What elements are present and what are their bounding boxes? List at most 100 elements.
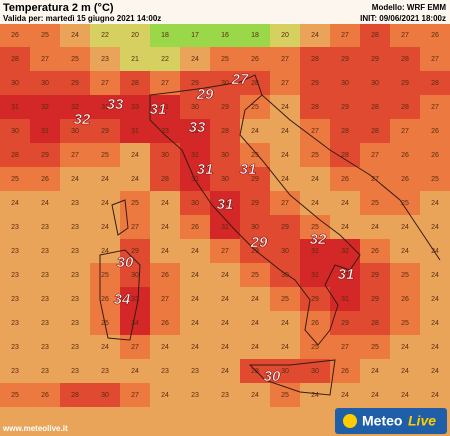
temp-cell [240,191,270,215]
temp-cell [210,167,240,191]
temp-cell [0,335,30,359]
temp-cell [330,167,360,191]
temp-value: 29 [311,80,319,87]
temp-cell [270,23,300,47]
temp-cell [60,335,90,359]
temp-value: 29 [101,128,109,135]
temp-cell [300,23,330,47]
temp-cell [360,359,390,383]
temp-value: 18 [161,32,169,39]
temp-value: 24 [281,344,289,351]
temp-value: 29 [281,224,289,231]
temp-cell [300,71,330,95]
temp-cell [90,383,120,407]
temp-value: 24 [431,296,439,303]
temp-value: 29 [221,104,229,111]
temp-cell [360,335,390,359]
temp-value: 23 [41,344,49,351]
temp-value: 24 [311,200,319,207]
temp-cell [330,335,360,359]
temp-cell [360,119,390,143]
temp-cell [120,215,150,239]
temp-value: 24 [431,392,439,399]
temp-cell [360,143,390,167]
highlight-temp: 30 [117,254,134,271]
temp-value: 30 [221,176,229,183]
temp-value: 23 [71,248,79,255]
site-url: www.meteolive.it [2,424,68,433]
temp-value: 25 [281,296,289,303]
temp-value: 27 [281,56,289,63]
temp-value: 30 [101,392,109,399]
temp-value: 30 [11,80,19,87]
temp-value: 24 [161,200,169,207]
temp-value: 24 [251,344,259,351]
highlight-temp: 31 [217,196,234,213]
temp-cell [300,263,330,287]
temp-cell [330,119,360,143]
temp-cell [390,47,420,71]
temp-cell [30,191,60,215]
temp-value: 27 [161,296,169,303]
temp-value: 31 [341,272,349,279]
temp-cell [90,95,120,119]
highlight-temp: 31 [240,161,257,178]
temp-value: 24 [191,344,199,351]
temp-value: 33 [131,296,139,303]
temp-cell [240,359,270,383]
logo-text: Meteo [362,413,402,429]
temp-value: 24 [101,248,109,255]
temp-value: 26 [251,56,259,63]
temp-cell [210,191,240,215]
temp-cell [30,71,60,95]
temp-cell [60,95,90,119]
temp-cell [360,239,390,263]
temp-value: 24 [161,248,169,255]
temp-cell [90,23,120,47]
temp-value: 23 [71,368,79,375]
temp-value: 28 [11,152,19,159]
temp-value: 27 [71,152,79,159]
temp-cell [180,119,210,143]
temp-value: 24 [431,344,439,351]
temp-cell [390,119,420,143]
temp-value: 22 [101,32,109,39]
temp-cell [120,143,150,167]
temp-cell [210,263,240,287]
temp-value: 24 [401,344,409,351]
temp-value: 23 [41,296,49,303]
temp-value: 28 [251,368,259,375]
temp-cell [0,95,30,119]
temp-value: 31 [101,104,109,111]
temp-value: 24 [431,320,439,327]
temp-cell [0,23,30,47]
temp-cell [0,239,30,263]
temp-value: 20 [281,32,289,39]
temp-cell [180,359,210,383]
temp-cell [150,47,180,71]
temp-value: 29 [401,80,409,87]
temp-value: 24 [131,152,139,159]
temp-cell [60,23,90,47]
highlight-temp: 33 [107,96,124,113]
temp-value: 27 [401,32,409,39]
temp-cell [300,239,330,263]
temp-cell [420,359,450,383]
temp-value: 24 [101,224,109,231]
temp-cell [150,287,180,311]
temp-value: 23 [41,272,49,279]
temp-value: 24 [281,104,289,111]
temp-cell [120,359,150,383]
temp-cell [60,191,90,215]
temp-cell [30,119,60,143]
temp-value: 29 [341,320,349,327]
temp-value: 23 [41,320,49,327]
temp-cell [330,23,360,47]
corsica-coast [111,199,129,236]
temp-cell [180,311,210,335]
temp-cell [270,287,300,311]
logo-sun [343,414,357,428]
temp-value: 24 [311,392,319,399]
temp-value: 34 [131,320,139,327]
temp-cell [360,191,390,215]
